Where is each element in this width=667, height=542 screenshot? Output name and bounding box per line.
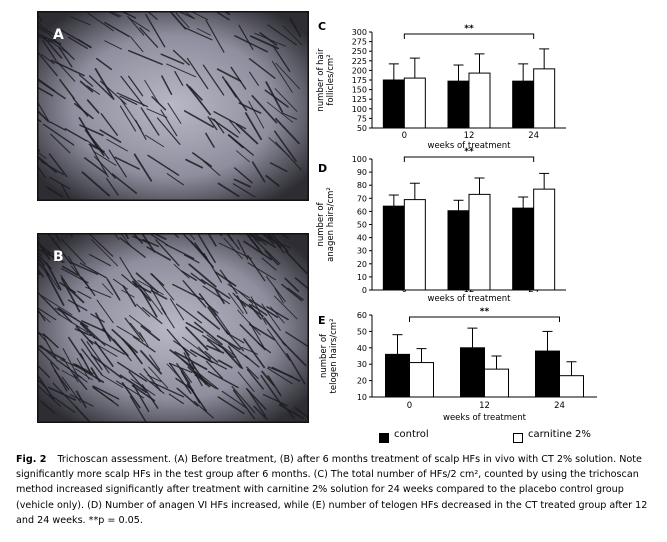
y-tick-label: 175 [352,76,367,85]
y-axis-label: number of hairfollicles/cm² [316,48,336,112]
bar-control-week-24 [512,80,535,129]
x-tick-label: 12 [479,401,490,411]
y-tick-label: 75 [357,114,367,123]
bar-control-week-0 [385,353,410,398]
bar-control-week-0 [382,205,405,291]
x-tick-label: 0 [407,401,412,411]
bar-carnitine-week-0 [403,77,426,129]
panel-label-d: D [318,162,327,175]
bar-control-week-12 [460,347,485,398]
caption-text: Trichoscan assessment. (A) Before treatm… [16,454,648,526]
y-tick-label: 0 [362,286,367,295]
y-tick-label: 50 [357,221,367,230]
bar-carnitine-week-12 [484,368,509,398]
y-tick-label: 20 [357,260,367,269]
y-tick-label: 40 [357,234,367,243]
y-tick-label: 60 [357,207,367,216]
photo-b-label: B [53,249,64,265]
significance-bracket [409,316,560,322]
y-tick-label: 50 [357,327,367,336]
bar-control-week-24 [535,350,560,398]
bar-carnitine-week-12 [468,72,491,129]
photo-b: B [37,233,309,423]
bar-carnitine-week-12 [468,193,491,291]
bar-control-week-12 [447,80,470,129]
y-tick-label: 70 [357,194,367,203]
panel-label-e: E [318,314,326,327]
bar-control-week-12 [447,210,470,291]
y-tick-label: 30 [357,247,367,256]
legend-swatch-control [379,433,389,443]
legend-label-carnitine: carnitine 2% [528,429,591,440]
y-tick-label: 275 [352,38,367,47]
legend: control carnitine 2% [0,428,667,448]
legend-label-control: control [394,429,429,440]
x-axis-label: weeks of treatment [428,294,512,304]
chart-d: D 0 10 20 30 40 50 60 70 80 90 100 number ofanagen h… [316,147,566,304]
bar-carnitine-week-0 [409,362,434,398]
y-tick-label: 100 [352,105,367,114]
photo-a-label: A [53,27,64,43]
significance-bracket [403,33,535,39]
y-tick-label: 100 [352,155,367,164]
x-tick-label: 12 [464,131,475,141]
y-tick-label: 80 [357,181,367,190]
significance-bracket [403,156,535,162]
photo-a-image: A [37,11,309,201]
y-axis-label: number oftelogen hairs/cm² [319,319,339,394]
y-tick-label: 250 [352,47,367,56]
y-tick-label: 10 [357,273,367,282]
bar-carnitine-week-24 [533,68,556,129]
panel-label-c: C [318,20,326,33]
y-axis-label: number ofanagen hairs/cm² [316,187,336,262]
x-tick-label: 24 [554,401,565,411]
bar-carnitine-week-24 [559,375,584,398]
x-axis-label: weeks of treatment [443,413,527,423]
bar-carnitine-week-0 [403,199,426,291]
significance-label: ** [464,24,474,34]
bar-carnitine-week-24 [533,188,556,291]
y-tick-label: 90 [357,168,367,177]
y-tick-label: 200 [352,66,367,75]
y-tick-label: 300 [352,28,367,37]
y-tick-label: 225 [352,57,367,66]
photo-b-image: B [37,233,309,423]
y-tick-label: 30 [357,360,367,369]
x-tick-label: 24 [528,131,539,141]
legend-swatch-carnitine [513,433,523,443]
x-tick-label: 0 [402,131,407,141]
y-tick-label: 40 [357,344,367,353]
chart-e: E 10 20 30 40 50 60 number oftelogen hairs/cm² 0… [318,307,597,423]
significance-label: ** [464,147,474,157]
y-tick-label: 10 [357,393,367,402]
y-tick-label: 125 [352,95,367,104]
figure-caption: Fig. 2 Trichoscan assessment. (A) Before… [16,452,656,528]
y-tick-label: 60 [357,311,367,320]
caption-lead: Fig. 2 [16,454,47,465]
y-tick-label: 50 [357,124,367,133]
bar-control-week-0 [382,79,405,129]
bar-control-week-24 [512,207,535,291]
photo-a: A [37,11,309,201]
x-axis-label: weeks of treatment [428,141,512,151]
y-tick-label: 150 [352,86,367,95]
y-tick-label: 20 [357,377,367,386]
significance-label: ** [480,307,490,317]
